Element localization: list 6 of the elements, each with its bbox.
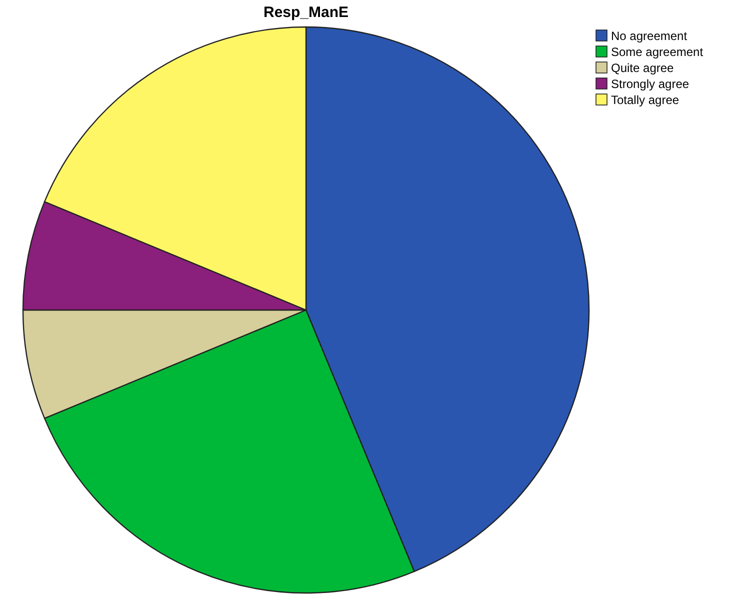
legend-label: Strongly agree — [611, 77, 690, 91]
legend-label: Some agreement — [611, 45, 704, 59]
legend-label: Totally agree — [611, 93, 680, 107]
legend-label: No agreement — [611, 29, 688, 43]
legend-label: Quite agree — [611, 61, 674, 75]
chart-title: Resp_ManE — [263, 4, 349, 21]
